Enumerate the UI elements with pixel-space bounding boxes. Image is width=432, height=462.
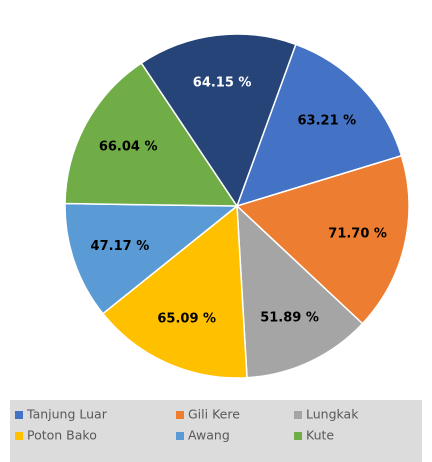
legend-label: Awang	[188, 428, 230, 443]
data-label: 47.17 %	[91, 239, 150, 254]
legend-swatch	[176, 432, 184, 440]
data-label: 64.15 %	[193, 76, 252, 91]
data-label: 51.89 %	[260, 311, 319, 326]
legend-label: Kute	[306, 428, 334, 443]
data-label: 66.04 %	[99, 139, 158, 154]
pie-slice	[64, 62, 239, 207]
pie-slice	[235, 154, 410, 325]
pie-slice	[64, 202, 240, 315]
pie-slice	[101, 204, 248, 379]
data-label: 65.09 %	[157, 312, 216, 327]
legend-label: Tanjung Luar	[26, 407, 108, 422]
legend-label: Lungkak	[306, 407, 359, 422]
pie-slice	[236, 204, 364, 379]
legend-swatch	[294, 411, 302, 419]
legend-swatch	[15, 411, 23, 419]
legend-label: Poton Bako	[27, 428, 97, 443]
legend-label: Gili Kere	[188, 407, 240, 422]
legend-swatch	[176, 411, 184, 419]
legend-swatch	[294, 432, 302, 440]
pie-slice	[140, 33, 297, 208]
data-label: 63.21 %	[298, 113, 357, 128]
pie-slice	[235, 43, 403, 208]
data-label: 71.70 %	[328, 227, 387, 242]
legend-box	[10, 400, 422, 462]
legend-swatch	[15, 432, 23, 440]
